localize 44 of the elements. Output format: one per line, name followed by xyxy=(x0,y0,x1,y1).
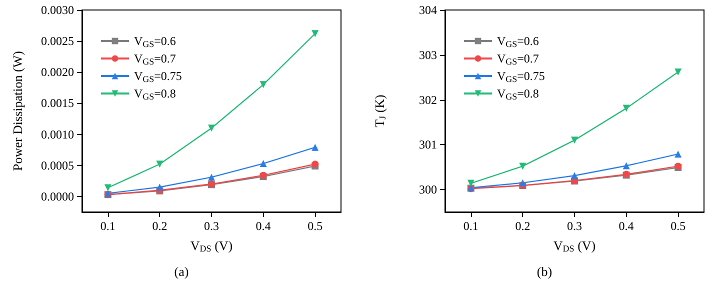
y-axis-title: Power Dissipation (W) xyxy=(10,51,25,171)
point xyxy=(260,81,267,88)
point xyxy=(674,150,682,158)
y-tick-label: 300 xyxy=(419,182,437,197)
y-tick-label: 0.0000 xyxy=(41,189,74,204)
x-tick-label: 0.1 xyxy=(100,219,116,233)
point xyxy=(519,179,526,186)
y-tick-label: 0.0030 xyxy=(41,3,74,17)
point xyxy=(312,144,319,151)
text: (b) xyxy=(536,264,552,279)
point xyxy=(519,162,526,170)
text: (a) xyxy=(174,264,189,279)
y-tick-label: 0.0005 xyxy=(41,158,74,172)
x-tick-label: 0.3 xyxy=(204,219,219,233)
point xyxy=(260,160,267,168)
y-tick-label: 301 xyxy=(419,138,437,152)
x-tick-label: 0.2 xyxy=(152,219,168,233)
x-tick-label: 0.4 xyxy=(618,219,634,233)
x-tick-label: 0.5 xyxy=(308,219,323,233)
x-tick-label: 0.4 xyxy=(256,219,271,233)
point xyxy=(622,104,630,112)
point xyxy=(208,174,215,181)
point xyxy=(467,180,474,187)
y-axis-title: TJ (K) xyxy=(372,94,388,128)
point xyxy=(156,160,164,168)
point xyxy=(104,184,112,192)
y-tick-label: 0.0020 xyxy=(41,65,74,80)
point xyxy=(622,162,630,170)
y-tick-label: 0.0015 xyxy=(41,96,74,110)
point xyxy=(312,30,319,38)
x-tick-label: 0.1 xyxy=(463,219,478,233)
x-tick-label: 0.2 xyxy=(515,219,530,233)
point xyxy=(156,184,164,191)
x-tick-label: 0.5 xyxy=(670,219,686,233)
point xyxy=(208,124,215,132)
x-tick-label: 0.3 xyxy=(567,219,582,233)
point xyxy=(571,172,578,180)
y-tick-label: 0.0025 xyxy=(41,34,74,48)
point xyxy=(571,136,578,144)
y-tick-label: 304 xyxy=(419,3,437,17)
point xyxy=(674,68,682,76)
y-tick-label: 302 xyxy=(419,92,437,107)
y-tick-label: 0.0010 xyxy=(41,127,74,142)
y-tick-label: 303 xyxy=(419,48,437,62)
